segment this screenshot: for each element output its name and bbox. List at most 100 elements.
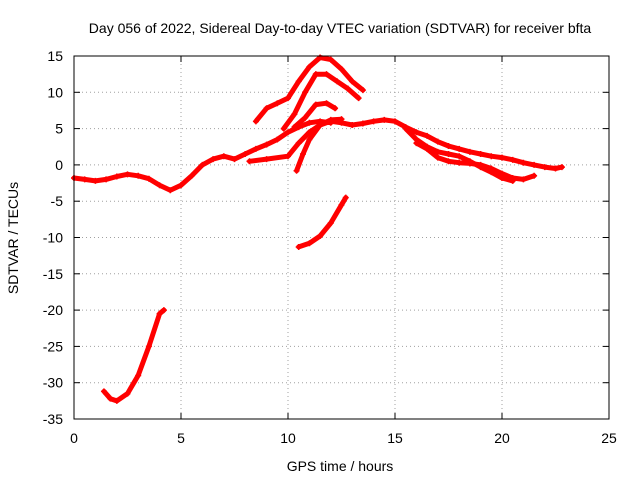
data-point bbox=[156, 182, 163, 189]
data-point bbox=[135, 172, 142, 179]
data-point bbox=[402, 125, 409, 132]
y-tick-label: -10 bbox=[43, 230, 63, 246]
data-point bbox=[124, 390, 131, 397]
series-arc-bump bbox=[291, 100, 339, 131]
data-point bbox=[355, 95, 362, 102]
data-point bbox=[466, 148, 473, 155]
data-point bbox=[160, 307, 167, 314]
data-point bbox=[323, 100, 330, 107]
data-point bbox=[291, 124, 298, 131]
data-point bbox=[312, 71, 319, 78]
data-point bbox=[306, 63, 313, 70]
data-point bbox=[424, 132, 431, 139]
data-point bbox=[520, 159, 527, 166]
series-arc-right-2 bbox=[402, 125, 516, 184]
data-point bbox=[274, 136, 281, 143]
data-point bbox=[100, 388, 107, 395]
data-point bbox=[199, 161, 206, 168]
data-point bbox=[107, 395, 114, 402]
data-point bbox=[252, 118, 259, 125]
data-point bbox=[242, 151, 249, 158]
data-point bbox=[263, 105, 270, 112]
data-point bbox=[306, 129, 313, 136]
data-point bbox=[135, 372, 142, 379]
data-point bbox=[413, 129, 420, 136]
data-point bbox=[302, 114, 309, 121]
data-point bbox=[456, 159, 463, 166]
x-tick-label: 0 bbox=[70, 430, 78, 446]
x-tick-label: 25 bbox=[601, 430, 617, 446]
data-point bbox=[317, 121, 324, 128]
x-tick-label: 5 bbox=[177, 430, 185, 446]
data-point bbox=[552, 165, 559, 172]
data-point bbox=[220, 153, 227, 160]
data-point bbox=[499, 154, 505, 161]
data-point bbox=[558, 164, 565, 171]
series-layer bbox=[71, 54, 565, 404]
series-arc-neg-low bbox=[100, 307, 167, 404]
data-point bbox=[359, 120, 366, 127]
data-point bbox=[323, 71, 330, 78]
data-point bbox=[274, 100, 281, 107]
data-point bbox=[246, 158, 253, 165]
data-point bbox=[285, 95, 291, 102]
data-point bbox=[466, 158, 473, 165]
data-point bbox=[509, 177, 516, 184]
data-point bbox=[370, 118, 377, 125]
data-point bbox=[445, 143, 452, 150]
data-point bbox=[285, 129, 291, 136]
data-point bbox=[167, 187, 174, 194]
x-tick-label: 20 bbox=[494, 430, 510, 446]
y-tick-label: -30 bbox=[43, 375, 63, 391]
data-point bbox=[302, 89, 309, 96]
grid-layer bbox=[74, 56, 609, 419]
y-tick-label: 5 bbox=[55, 121, 63, 137]
data-point bbox=[295, 140, 302, 147]
data-point bbox=[124, 171, 131, 178]
data-point bbox=[280, 125, 287, 132]
data-point bbox=[413, 136, 420, 143]
data-point bbox=[312, 101, 319, 108]
data-point bbox=[113, 397, 120, 404]
data-point bbox=[342, 194, 349, 201]
data-point bbox=[263, 156, 270, 163]
data-point bbox=[332, 105, 339, 112]
data-point bbox=[488, 153, 495, 160]
y-axis-label: SDTVAR / TECUs bbox=[5, 182, 21, 294]
data-point bbox=[477, 164, 484, 171]
data-point bbox=[338, 116, 345, 123]
data-point bbox=[338, 201, 345, 208]
x-tick-label: 10 bbox=[280, 430, 296, 446]
data-point bbox=[156, 310, 163, 317]
data-point bbox=[445, 151, 452, 158]
data-point bbox=[113, 173, 120, 180]
data-point bbox=[327, 219, 334, 226]
x-axis-label: GPS time / hours bbox=[287, 458, 394, 474]
data-point bbox=[306, 119, 313, 126]
series-line bbox=[101, 307, 167, 404]
data-point bbox=[291, 111, 298, 118]
data-point bbox=[145, 343, 152, 350]
series-line bbox=[71, 118, 334, 193]
data-point bbox=[317, 54, 324, 61]
y-tick-label: -25 bbox=[43, 338, 63, 354]
data-point bbox=[295, 78, 302, 85]
data-point bbox=[306, 240, 313, 247]
y-tick-label: -20 bbox=[43, 302, 63, 318]
data-point bbox=[349, 121, 356, 128]
data-point bbox=[456, 153, 463, 160]
y-tick-label: -5 bbox=[51, 193, 64, 209]
y-tick-label: 15 bbox=[47, 48, 63, 64]
data-point bbox=[488, 169, 495, 176]
data-point bbox=[334, 78, 341, 85]
data-point bbox=[381, 116, 388, 123]
data-point bbox=[178, 182, 184, 189]
series-arc-rise-mid bbox=[280, 71, 362, 132]
y-tick-label: -35 bbox=[43, 411, 63, 427]
series-line bbox=[281, 71, 362, 132]
data-point bbox=[541, 164, 548, 171]
data-point bbox=[92, 177, 99, 184]
data-point bbox=[252, 145, 259, 152]
tick-layer: 0 5 10 15 20 25 -35 -30 -25 -20 -15 -10 -5 0 5 10 15 bbox=[43, 48, 617, 446]
